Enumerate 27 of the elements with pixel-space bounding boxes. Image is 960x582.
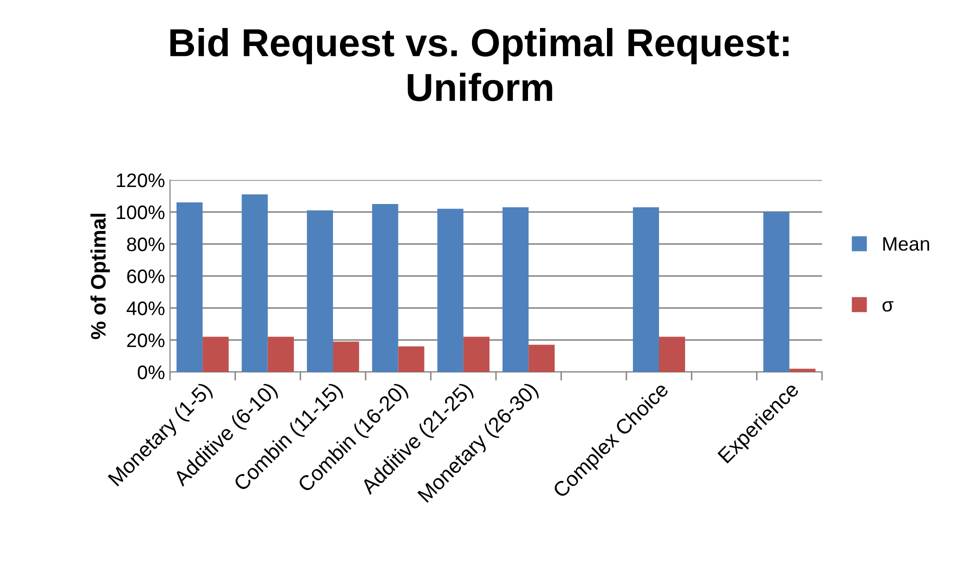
bar — [463, 336, 490, 372]
chart-title: Bid Request vs. Optimal Request: Uniform — [170, 28, 789, 102]
bar — [437, 208, 464, 372]
y-tick-label: 100% — [116, 205, 164, 220]
y-tick-label: 40% — [126, 301, 164, 316]
bar — [372, 204, 398, 372]
bar — [242, 194, 268, 372]
bar — [333, 342, 360, 372]
y-tick-label: 60% — [127, 269, 164, 284]
bar — [268, 336, 294, 372]
bar — [176, 202, 203, 372]
legend-label: Mean — [883, 237, 930, 251]
bar — [763, 212, 790, 372]
y-tick-label: 20% — [127, 333, 164, 348]
y-axis-title: % of Optimal — [90, 214, 110, 340]
bar — [398, 346, 424, 372]
bar — [528, 344, 555, 372]
bar — [789, 368, 816, 372]
y-tick-label: 120% — [116, 173, 164, 188]
y-tick-label: 0% — [138, 365, 164, 380]
y-tick-label: 80% — [127, 237, 164, 252]
bar — [306, 210, 333, 372]
bar — [202, 336, 229, 372]
bar — [502, 207, 529, 372]
legend-label: σ — [882, 301, 894, 312]
bar — [659, 336, 686, 372]
bar — [632, 207, 659, 372]
